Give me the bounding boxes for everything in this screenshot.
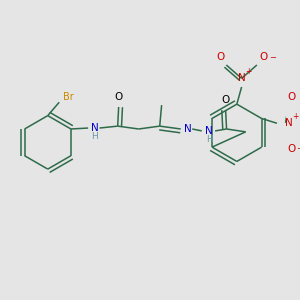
Text: O: O (217, 52, 225, 62)
Text: N: N (238, 74, 245, 83)
Text: N: N (206, 126, 213, 136)
Text: −: − (296, 145, 300, 154)
Text: O: O (115, 92, 123, 103)
Text: −: − (269, 53, 276, 62)
Text: N: N (284, 118, 292, 128)
Text: O: O (260, 52, 268, 62)
Text: Br: Br (63, 92, 74, 101)
Text: O: O (287, 144, 296, 154)
Text: +: + (245, 67, 251, 76)
Text: O: O (221, 95, 230, 105)
Text: N: N (91, 123, 99, 133)
Text: H: H (206, 135, 213, 144)
Text: H: H (92, 132, 98, 141)
Text: +: + (292, 112, 298, 121)
Text: N: N (184, 124, 192, 134)
Text: O: O (287, 92, 296, 103)
